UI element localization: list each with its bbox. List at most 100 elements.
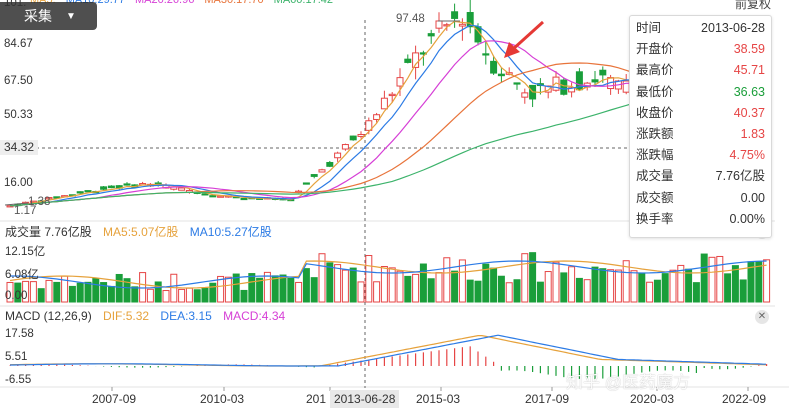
volume-bar [357, 281, 365, 303]
candle-body [575, 71, 583, 91]
info-value: 38.59 [733, 42, 765, 57]
collect-button[interactable]: 采集 ▼ [0, 2, 97, 30]
volume-bar [630, 270, 638, 303]
volume-bar [14, 282, 22, 303]
volume-bar [443, 257, 451, 303]
candle-body [326, 162, 334, 167]
volume-bar [162, 290, 170, 303]
info-value: 0.00% [729, 211, 765, 226]
volume-bar [716, 255, 724, 303]
volume-bar [248, 273, 256, 303]
volume-bar [692, 282, 700, 303]
price-axis-label: 101. [4, 0, 27, 9]
volume-bar [295, 281, 303, 303]
volume-bar [310, 277, 318, 303]
info-row: 涨跌幅 4.75% [636, 145, 765, 166]
candle-body [466, 12, 474, 28]
volume-bar [435, 272, 443, 303]
info-key: 成交量 [636, 169, 674, 184]
macd-series [9, 334, 768, 380]
adjust-mode-toggle[interactable]: 前复权 [734, 0, 771, 11]
candle-body [490, 60, 498, 74]
info-value: 4.75% [729, 148, 765, 163]
volume-bar [529, 252, 537, 303]
info-key: 换手率 [636, 211, 674, 226]
volume-ma10-line [10, 260, 767, 289]
volume-bar [45, 279, 53, 303]
volume-bar [700, 253, 708, 303]
candle-body [380, 97, 388, 110]
info-row: 成交额 0.00 [636, 188, 765, 209]
volume-bar [256, 277, 264, 303]
price-axis-cursor-tag: 34.32 [0, 140, 39, 155]
volume-bar [201, 287, 209, 303]
volume-bar [451, 270, 459, 303]
candle-body [217, 195, 225, 198]
candle-body [84, 190, 92, 193]
x-axis-label: 2015-03 [416, 392, 461, 406]
info-key: 涨跌额 [636, 126, 674, 141]
info-key: 开盘价 [636, 42, 674, 57]
info-key: 收盘价 [636, 105, 674, 120]
volume-bar [217, 275, 225, 303]
volume-bar [466, 279, 474, 303]
volume-bar [653, 279, 661, 303]
candle-body [6, 205, 14, 208]
info-value: 45.71 [733, 63, 765, 78]
candle-body [373, 114, 381, 120]
volume-bar [334, 264, 342, 303]
ma-legend-item: MA20:26.96 [135, 0, 195, 6]
info-value: 0.00 [740, 190, 765, 205]
volume-bar [318, 253, 326, 303]
volume-bar [373, 281, 381, 303]
ma-legend-item: MA30:17.70 [204, 0, 264, 6]
volume-ma5-line [9, 260, 767, 289]
volume-bar [560, 272, 568, 303]
volume-bar [6, 281, 14, 303]
volume-bar [193, 289, 201, 303]
info-row: 收盘价 40.37 [636, 103, 765, 124]
info-row: 涨跌额 1.83 [636, 124, 765, 145]
volume-bar [419, 263, 427, 303]
candle-body [349, 135, 357, 141]
volume-bar [490, 267, 498, 303]
watermark: 知乎 @医药魔方 [566, 373, 690, 392]
macd-title: MACD (12,26,9) [5, 309, 92, 323]
volume-bars [6, 252, 771, 303]
candle-body [599, 69, 607, 76]
volume-bar [232, 273, 240, 303]
info-row: 最低价 36.63 [636, 82, 765, 103]
macd-value: MACD:4.34 [223, 309, 286, 323]
collect-label: 采集 [24, 8, 52, 24]
volume-bar [131, 286, 139, 303]
volume-bar [708, 256, 716, 303]
volume-bar [209, 282, 217, 303]
high-marker-label: 97.48 [396, 13, 425, 25]
volume-bar [458, 259, 466, 303]
volume-bar [68, 285, 76, 303]
volume-bar [92, 278, 100, 303]
volume-bar [755, 260, 763, 303]
candle-body [404, 58, 412, 63]
price-axis-label: 1.17 [14, 205, 37, 217]
candle-body [45, 197, 53, 200]
volume-axis-label: 6.08亿 [5, 269, 39, 281]
close-macd-icon[interactable]: ✕ [755, 310, 769, 324]
candle-body [334, 152, 342, 159]
macd-axis-label: 5.51 [5, 351, 28, 363]
price-axis-label: 50.33 [4, 109, 33, 121]
info-value: 2013-06-28 [701, 21, 765, 35]
volume-bar [365, 255, 373, 303]
info-value: 40.37 [733, 105, 765, 120]
candle-body [310, 174, 318, 177]
info-key: 最高价 [636, 63, 674, 78]
volume-legend: 成交量 7.76亿股 MA5:5.07亿股 MA10:5.27亿股 [5, 223, 280, 240]
volume-bar [685, 268, 693, 303]
x-axis-label: 2017-09 [525, 392, 570, 406]
candle-body [209, 195, 217, 198]
volume-bar [53, 281, 61, 303]
volume-bar [575, 277, 583, 303]
candle-body [318, 169, 326, 173]
candle-body [451, 11, 459, 19]
volume-axis-label: 12.15亿 [5, 246, 46, 258]
